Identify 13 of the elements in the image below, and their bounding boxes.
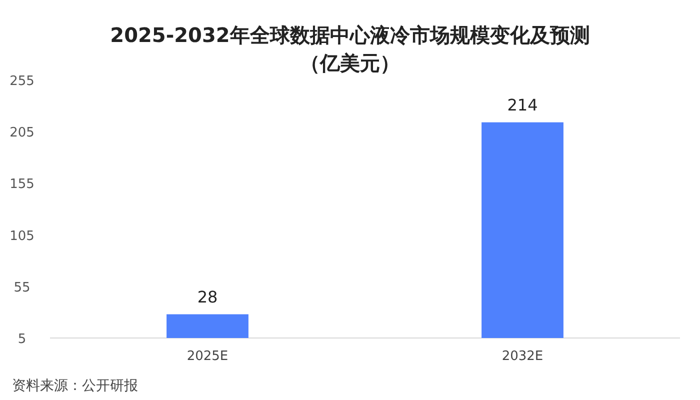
y-tick-label: 155 (10, 177, 34, 192)
y-tick-label: 105 (10, 228, 34, 244)
chart-title: 2025-2032年全球数据中心液冷市场规模变化及预测 (110, 23, 590, 47)
chart-subtitle: （亿美元） (300, 51, 400, 75)
data-label: 214 (507, 95, 538, 114)
y-tick-label: 255 (10, 74, 34, 89)
x-tick-label: 2025E (186, 349, 228, 364)
y-tick-label: 5 (18, 332, 26, 347)
data-label: 28 (197, 287, 218, 306)
y-tick-label: 55 (14, 280, 30, 296)
text: 资料来源：公开研报 (12, 378, 138, 394)
x-tick-label: 2032E (502, 349, 544, 364)
y-tick-label: 205 (10, 126, 34, 141)
